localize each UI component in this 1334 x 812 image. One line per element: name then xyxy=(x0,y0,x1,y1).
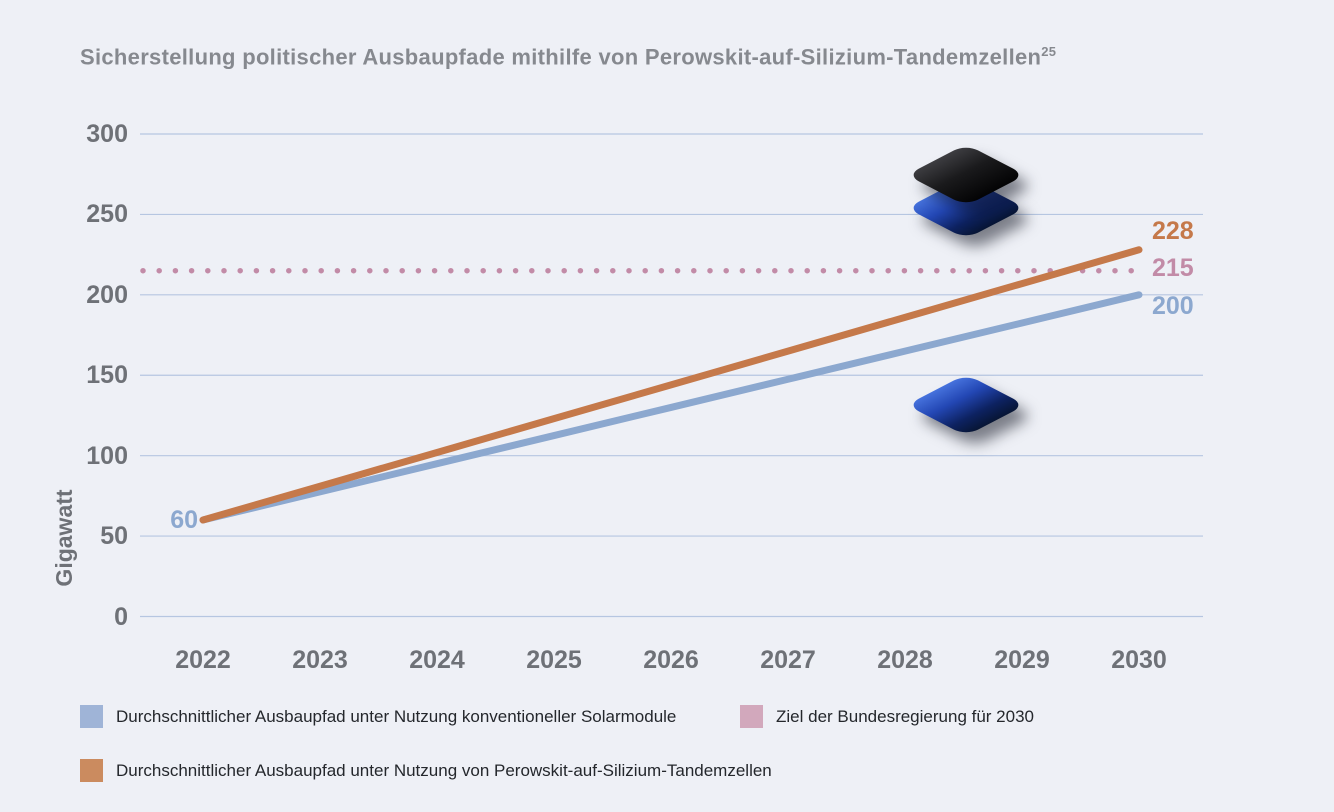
x-tick-label: 2027 xyxy=(760,646,816,674)
solar-module-face xyxy=(906,363,1026,447)
value-label-conventional-end: 200 xyxy=(1152,292,1194,320)
x-tick-label: 2022 xyxy=(175,646,231,674)
tandem-cell-perovskite-layer-icon xyxy=(906,144,1026,206)
tandem-cell-perovskite-layer xyxy=(906,133,1026,217)
chart-title-text: Sicherstellung politischer Ausbaupfade m… xyxy=(80,44,1042,70)
legend-item-conventional: Durchschnittlicher Ausbaupfad unter Nutz… xyxy=(80,705,676,728)
y-tick-label: 50 xyxy=(100,522,128,551)
x-tick-label: 2025 xyxy=(526,646,582,674)
value-label-conventional-start: 60 xyxy=(170,506,198,534)
legend-swatch-tandem xyxy=(80,759,103,782)
x-tick-label: 2024 xyxy=(409,646,465,674)
x-tick-label: 2030 xyxy=(1111,646,1167,674)
y-tick-label: 100 xyxy=(86,441,128,470)
legend-item-tandem: Durchschnittlicher Ausbaupfad unter Nutz… xyxy=(80,759,772,782)
tandem-cell-illustration xyxy=(906,115,1026,275)
legend-item-target: Ziel der Bundesregierung für 2030 xyxy=(740,705,1034,728)
legend-label-tandem: Durchschnittlicher Ausbaupfad unter Nutz… xyxy=(116,760,772,780)
y-tick-label: 0 xyxy=(114,602,128,631)
x-tick-label: 2026 xyxy=(643,646,699,674)
solar-module-illustration xyxy=(906,345,1026,505)
solar-module-icon xyxy=(906,374,1026,436)
legend-swatch-conventional xyxy=(80,705,103,728)
value-label-target: 215 xyxy=(1152,254,1194,282)
y-tick-label: 300 xyxy=(86,120,128,148)
y-tick-label: 200 xyxy=(86,280,128,309)
title-footnote-marker: 25 xyxy=(1041,44,1057,59)
x-axis-labels: 2022 2023 2024 2025 2026 2027 2028 2029 2030 xyxy=(0,646,1334,678)
y-tick-label: 250 xyxy=(86,200,128,229)
chart-title: Sicherstellung politischer Ausbaupfade m… xyxy=(80,44,1056,70)
value-label-tandem-end: 228 xyxy=(1152,217,1194,245)
legend-swatch-target xyxy=(740,705,763,728)
x-tick-label: 2029 xyxy=(994,646,1050,674)
x-tick-label: 2028 xyxy=(877,646,933,674)
legend-label-conventional: Durchschnittlicher Ausbaupfad unter Nutz… xyxy=(116,706,677,726)
legend-label-target: Ziel der Bundesregierung für 2030 xyxy=(776,706,1034,726)
x-tick-label: 2023 xyxy=(292,646,348,674)
y-tick-label: 150 xyxy=(86,361,128,390)
